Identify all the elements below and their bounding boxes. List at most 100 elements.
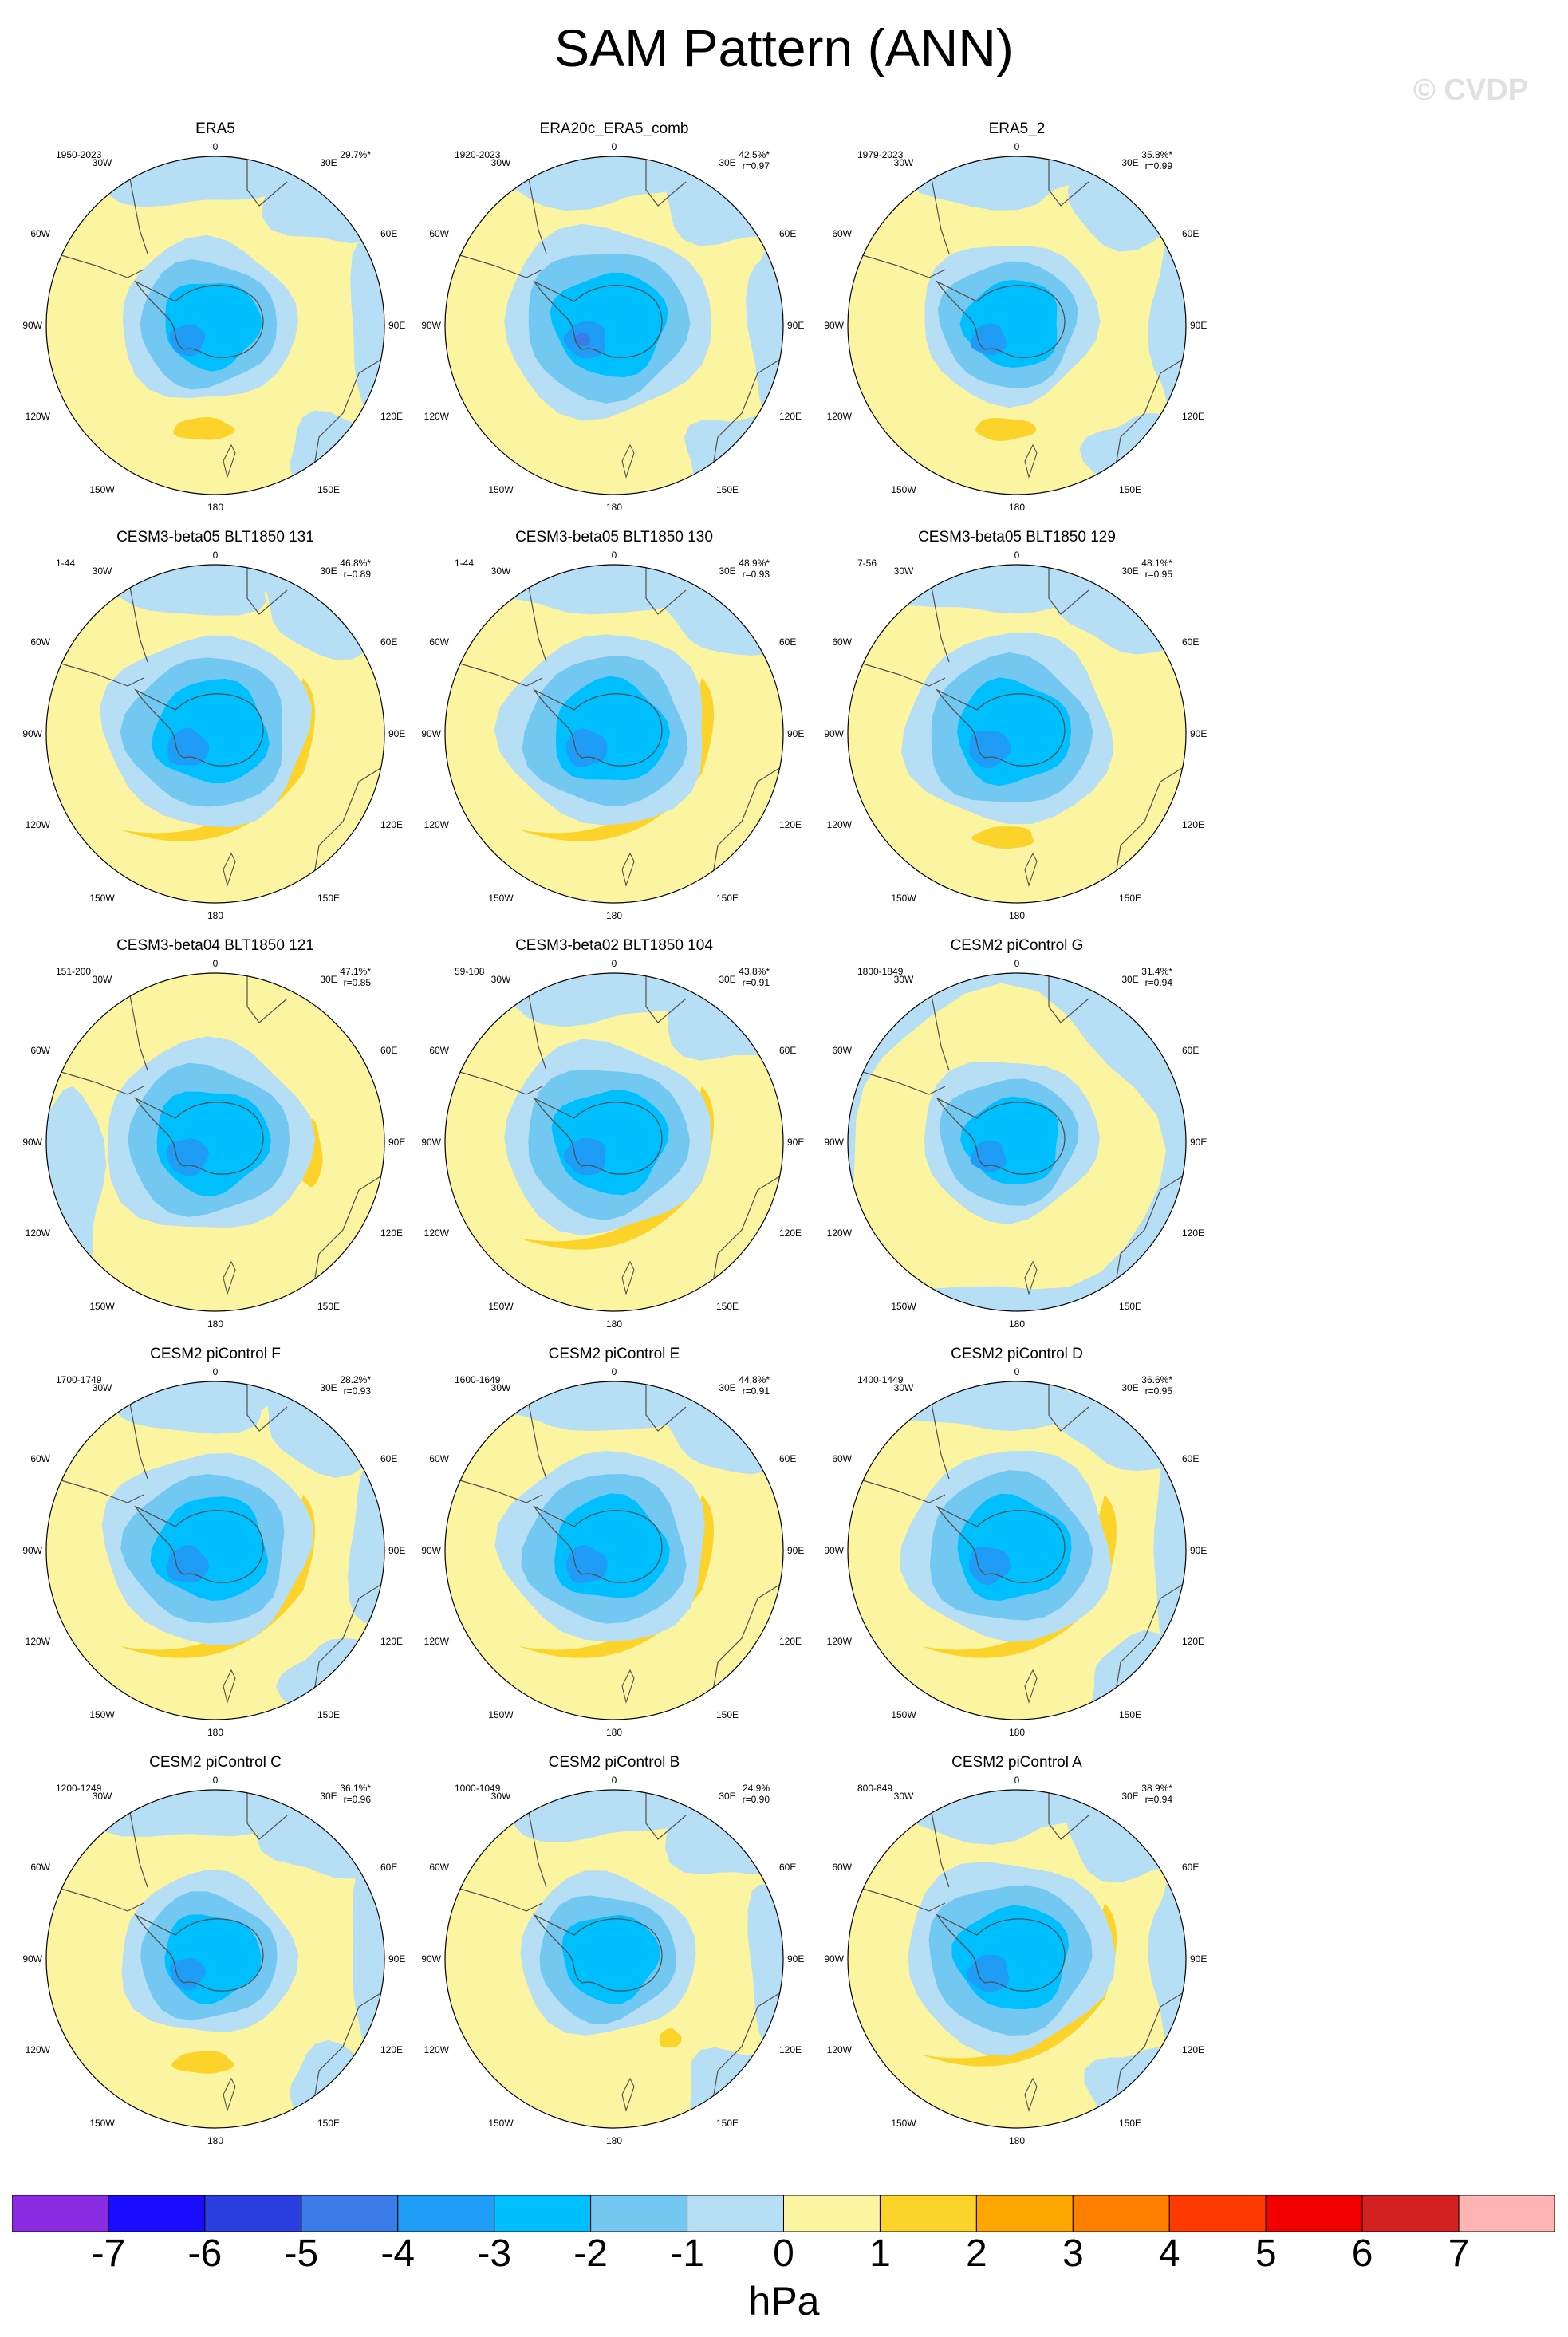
correlation-label: r=0.91 xyxy=(743,1385,770,1397)
colorbar-tick-label: 3 xyxy=(1062,2233,1084,2275)
neg-region xyxy=(884,1381,1095,1431)
panel-title: ERA5 xyxy=(195,120,235,137)
map-label-lower-right: 120E xyxy=(779,1228,802,1239)
new-zealand-coastline xyxy=(223,443,236,479)
map-label-lower-left: 120W xyxy=(26,1636,51,1647)
map-label-lower-left: 120W xyxy=(424,411,450,422)
colorbar-box xyxy=(687,2195,784,2232)
map-label-bottom-right: 150E xyxy=(317,893,340,904)
panel-title: CESM2 piControl D xyxy=(951,1346,1083,1362)
panel-title: CESM3-beta05 BLT1850 130 xyxy=(515,529,713,546)
polar-map: 0 30W 30E 60W 60E 90W 90E 120W 120E 150W 150E 180 19… xyxy=(421,141,804,513)
correlation-label: r=0.89 xyxy=(344,569,372,580)
south-america-coastline xyxy=(55,982,148,1095)
panel-title: CESM2 piControl E xyxy=(548,1346,680,1362)
map-label-lower-left: 120W xyxy=(827,819,853,830)
period-label: 1800-1849 xyxy=(857,966,904,977)
correlation-label: r=0.93 xyxy=(344,1385,372,1397)
colorbar-box xyxy=(301,2195,399,2232)
correlation-label: r=0.97 xyxy=(743,160,770,171)
variance-label: 42.5%* xyxy=(739,149,770,160)
panel-title: CESM3-beta04 BLT1850 121 xyxy=(116,937,314,954)
colorbar-tick-label: -1 xyxy=(670,2233,704,2275)
map-label-left: 90W xyxy=(824,1545,844,1556)
australia-coastline xyxy=(709,1990,783,2119)
variance-label: 38.9%* xyxy=(1141,1783,1172,1794)
polar-map: 0 30W 30E 60W 60E 90W 90E 120W 120E 150W 150E 180 16… xyxy=(421,1366,804,1738)
polar-map: 0 30W 30E 60W 60E 90W 90E 120W 120E 150W 150E 180 1-… xyxy=(22,550,405,921)
map-label-bottom-right: 150E xyxy=(716,484,739,495)
map-label-top-left: 30W xyxy=(894,157,914,168)
correlation-label: r=0.99 xyxy=(1145,160,1173,171)
map-label-lower-left: 120W xyxy=(26,2044,51,2055)
map-label-right: 90E xyxy=(1190,1953,1207,1965)
map-label-upper-right: 60E xyxy=(779,636,796,648)
map-label-bottom-left: 150W xyxy=(891,1709,916,1720)
variance-label: 31.4%* xyxy=(1141,966,1172,977)
map-boundary xyxy=(45,156,385,495)
map-label-upper-left: 60W xyxy=(429,1862,449,1873)
map-label-bottom: 180 xyxy=(1009,2135,1025,2146)
map-boundary xyxy=(444,1381,784,1720)
australia-coastline xyxy=(1112,1990,1186,2119)
map-label-top-right: 30E xyxy=(320,974,337,985)
neg-core xyxy=(968,1547,1011,1585)
antarctica-coastline xyxy=(936,1097,1066,1175)
pos-lobe xyxy=(171,2051,234,2074)
period-label: 800-849 xyxy=(857,1783,892,1794)
australia-coastline xyxy=(1112,357,1186,486)
australia-coastline xyxy=(1112,765,1186,894)
map-label-top-left: 30W xyxy=(894,566,914,577)
map-label-top-left: 30W xyxy=(93,1382,112,1393)
antarctica-coastline xyxy=(936,688,1066,767)
period-label: 1979-2023 xyxy=(857,149,904,160)
south-america-coastline xyxy=(454,165,547,278)
south-america-coastline xyxy=(857,982,950,1095)
map-label-bottom: 180 xyxy=(606,2135,622,2146)
new-zealand-coastline xyxy=(1024,852,1038,887)
map-label-lower-right: 120E xyxy=(779,411,802,422)
panel-title: CESM2 piControl F xyxy=(150,1346,281,1362)
polar-map: 0 30W 30E 60W 60E 90W 90E 120W 120E 150W 150E 180 80… xyxy=(824,1775,1207,2146)
map-label-upper-left: 60W xyxy=(832,1862,852,1873)
polar-map: 0 30W 30E 60W 60E 90W 90E 120W 120E 150W 150E 180 12… xyxy=(22,1775,405,2146)
neg-region xyxy=(498,1790,690,1842)
variance-label: 44.8%* xyxy=(739,1374,770,1385)
neg-region xyxy=(684,416,783,495)
map-label-top: 0 xyxy=(612,1366,617,1377)
map-label-upper-right: 60E xyxy=(1182,636,1199,648)
map-label-bottom: 180 xyxy=(1009,910,1025,921)
map-label-upper-right: 60E xyxy=(380,1453,397,1464)
map-boundary xyxy=(45,972,385,1312)
map-label-lower-left: 120W xyxy=(26,1228,51,1239)
map-label-top-right: 30E xyxy=(719,1382,735,1393)
map-label-bottom: 180 xyxy=(207,1318,223,1330)
map-label-left: 90W xyxy=(22,320,42,331)
map-label-lower-right: 120E xyxy=(1182,819,1204,830)
map-label-bottom-right: 150E xyxy=(317,484,340,495)
map-label-lower-left: 120W xyxy=(827,2044,853,2055)
colorbar-tick-label: -2 xyxy=(573,2233,608,2275)
africa-coastline xyxy=(645,1381,687,1432)
map-label-right: 90E xyxy=(1190,728,1207,739)
map-panel: CESM2 piControl B 0 30W 30E 60W 60E 90W 90E 120W… xyxy=(415,1753,814,2152)
map-label-left: 90W xyxy=(22,1545,42,1556)
map-label-upper-right: 60E xyxy=(380,636,397,648)
map-label-bottom-left: 150W xyxy=(891,1301,916,1312)
africa-coastline xyxy=(645,973,687,1023)
period-label: 1600-1649 xyxy=(455,1374,501,1385)
map-label-bottom: 180 xyxy=(207,2135,223,2146)
colorbar-tick-label: -7 xyxy=(91,2233,126,2275)
map-label-bottom-left: 150W xyxy=(488,893,514,904)
map-label-upper-left: 60W xyxy=(429,636,449,648)
map-label-upper-left: 60W xyxy=(429,1045,449,1056)
map-label-lower-right: 120E xyxy=(1182,1228,1204,1239)
neg-region xyxy=(747,1864,783,2067)
map-label-top-right: 30E xyxy=(719,157,735,168)
variance-label: 47.1%* xyxy=(340,966,371,977)
pos-lobe xyxy=(971,826,1034,849)
variance-label: 36.6%* xyxy=(1141,1374,1172,1385)
map-panel: CESM2 piControl D 0 30W 30E 60W 60E 90W 90E 120W… xyxy=(817,1345,1216,1744)
neg-region xyxy=(348,1446,384,1646)
map-label-upper-left: 60W xyxy=(429,228,449,239)
